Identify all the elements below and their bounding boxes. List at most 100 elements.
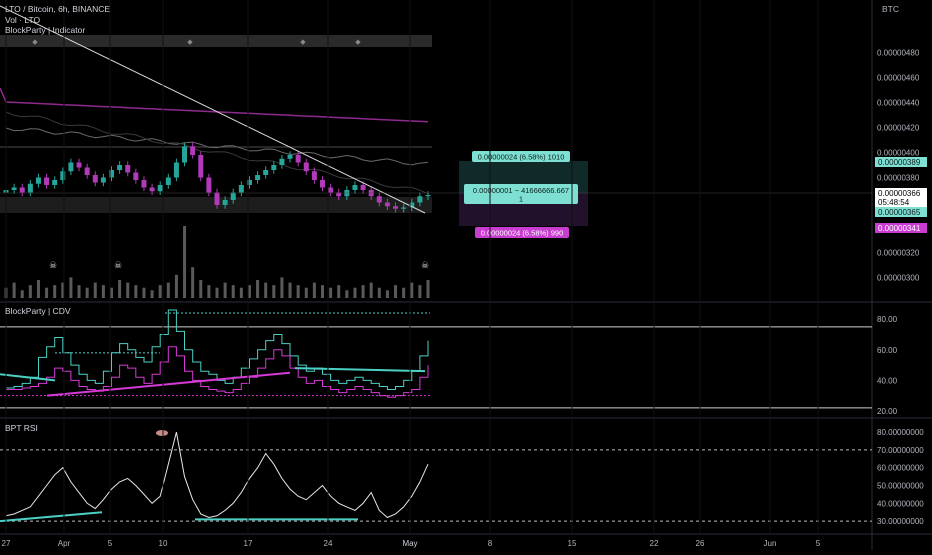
volume-bar bbox=[312, 282, 316, 298]
volume-bar bbox=[166, 282, 170, 298]
volume-bar bbox=[272, 285, 276, 298]
candle-body bbox=[409, 202, 415, 208]
time-tick-label: 10 bbox=[159, 539, 168, 548]
time-tick-label: 26 bbox=[696, 539, 705, 548]
volume-bar bbox=[353, 287, 357, 298]
volume-bar bbox=[215, 287, 219, 298]
cdv-tick-label: 40.00 bbox=[877, 376, 898, 385]
cdv-line-magenta bbox=[6, 346, 429, 398]
target-label: 0.00000024 (6.58%) 1010 bbox=[478, 153, 565, 162]
candle-body bbox=[230, 192, 236, 200]
price-tick-label: 0.00000380 bbox=[877, 174, 920, 183]
ma-gray-line bbox=[5, 127, 429, 166]
candle-body bbox=[52, 180, 58, 185]
cdv-line-cyan bbox=[6, 309, 429, 390]
descending-trendline bbox=[0, 5, 426, 214]
candle-body bbox=[271, 165, 277, 170]
candle-body bbox=[35, 177, 41, 184]
candle-body bbox=[141, 180, 147, 188]
price-tick-label: 0.00000420 bbox=[877, 124, 920, 133]
candle-body bbox=[376, 196, 382, 203]
volume-legend: Vol · LTO bbox=[5, 15, 41, 25]
last-price-tag bbox=[875, 188, 927, 208]
volume-bar bbox=[385, 290, 389, 298]
skull-marker-1: ☠ bbox=[114, 260, 122, 270]
volume-bar bbox=[142, 287, 146, 298]
candle-body bbox=[44, 177, 50, 185]
volume-bar bbox=[20, 290, 24, 298]
cdv-tick-label: 20.00 bbox=[877, 407, 898, 416]
rsi-tick-label: 30.00000000 bbox=[877, 517, 924, 526]
volume-bar bbox=[288, 282, 292, 298]
rsi-pane-title: BPT RSI bbox=[5, 423, 38, 433]
candle-body bbox=[279, 158, 285, 165]
volume-bar bbox=[191, 267, 195, 298]
volume-bar bbox=[264, 282, 268, 298]
indicator-marker-0: ◆ bbox=[32, 39, 38, 46]
volume-bar bbox=[12, 282, 16, 298]
price-tick-label: 0.00000480 bbox=[877, 49, 920, 58]
cdv-tick-label: 60.00 bbox=[877, 346, 898, 355]
stop-level-tag bbox=[875, 223, 927, 233]
volume-bar bbox=[199, 280, 203, 298]
candle-body bbox=[311, 171, 317, 180]
rsi-tick-label: 70.00000000 bbox=[877, 446, 924, 455]
cdv-magenta-trendline bbox=[46, 371, 291, 397]
candle-body bbox=[68, 162, 74, 172]
volume-bar bbox=[174, 274, 178, 298]
candle-body bbox=[157, 185, 163, 192]
time-tick-label: May bbox=[402, 539, 417, 548]
candle-body bbox=[165, 177, 171, 185]
volume-bar bbox=[134, 285, 138, 298]
volume-bar bbox=[77, 285, 81, 298]
time-tick-label: 24 bbox=[324, 539, 333, 548]
candle-body bbox=[352, 185, 358, 190]
time-tick-label: Jun bbox=[764, 539, 777, 548]
candle-body bbox=[117, 165, 123, 170]
volume-bar bbox=[418, 285, 422, 298]
symbol-title: LTO / Bitcoin, 6h, BINANCE bbox=[5, 4, 111, 14]
rsi-tick-label: 50.00000000 bbox=[877, 482, 924, 491]
volume-bar bbox=[377, 287, 381, 298]
volume-bar bbox=[394, 285, 398, 298]
candle-body bbox=[84, 167, 90, 175]
rsi-line bbox=[5, 431, 429, 519]
candle-body bbox=[19, 187, 25, 193]
candle-body bbox=[109, 170, 114, 178]
volume-bar bbox=[369, 282, 373, 298]
candle-body bbox=[246, 180, 252, 185]
volume-bar bbox=[304, 287, 308, 298]
skull-marker-2: ☠ bbox=[421, 260, 429, 270]
volume-bar bbox=[231, 285, 235, 298]
rsi-peak-marker bbox=[156, 430, 168, 436]
volume-bar bbox=[126, 282, 130, 298]
volume-bar bbox=[28, 285, 32, 298]
ma-dark-line bbox=[5, 111, 429, 195]
upper-level-text: 0.00000389 bbox=[878, 158, 921, 167]
candle-body bbox=[287, 155, 293, 159]
center-label-box bbox=[464, 184, 578, 204]
volume-bar bbox=[53, 285, 57, 298]
last-price-text: 0.00000366 bbox=[878, 189, 921, 198]
candle-body bbox=[360, 185, 366, 190]
time-tick-label: 5 bbox=[816, 539, 821, 548]
price-tick-label: 0.00000320 bbox=[877, 249, 920, 258]
stop-label-box bbox=[475, 227, 569, 238]
volume-bar bbox=[85, 287, 89, 298]
volume-bar bbox=[337, 285, 341, 298]
candle-body bbox=[320, 180, 325, 188]
time-tick-label: Apr bbox=[58, 539, 71, 548]
indicator-legend: BlockParty | Indicator bbox=[5, 25, 86, 35]
countdown-text: 05:48:54 bbox=[878, 198, 910, 207]
candle-body bbox=[384, 202, 390, 207]
center-label-line1: 0.00000001 ~ 41666666.667 bbox=[473, 186, 569, 195]
cdv-tick-label: 80.00 bbox=[877, 315, 898, 324]
upper-level-tag bbox=[875, 157, 927, 167]
volume-bar bbox=[36, 280, 40, 298]
cdv-cyan-trendline-right bbox=[294, 367, 426, 373]
volume-bar bbox=[402, 287, 406, 298]
time-tick-label: 8 bbox=[488, 539, 493, 548]
candle-body bbox=[182, 146, 188, 163]
